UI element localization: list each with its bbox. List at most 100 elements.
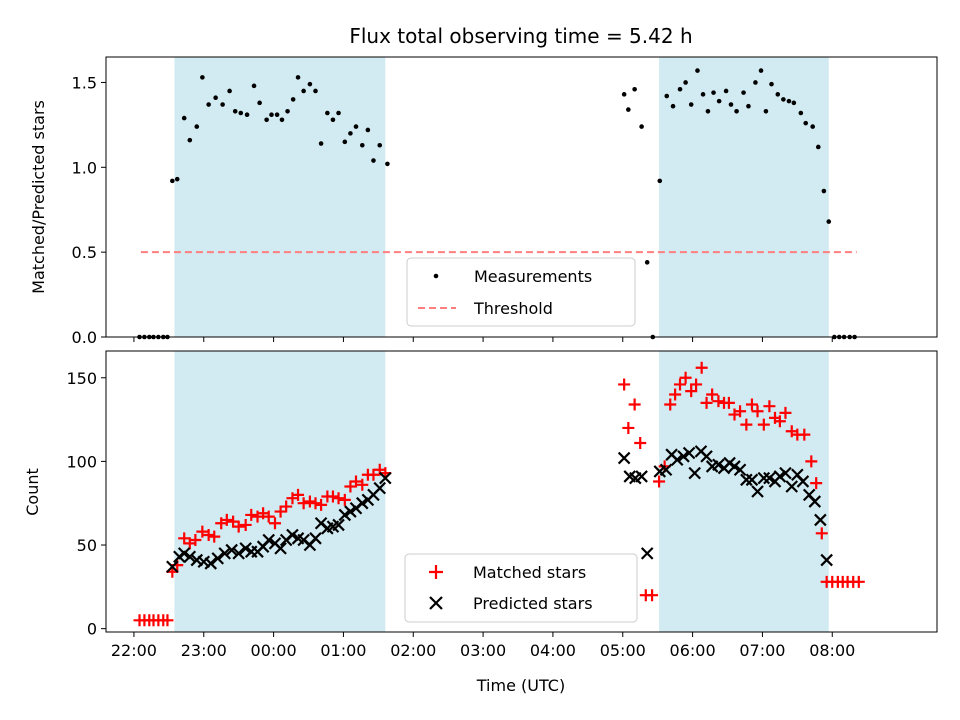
predicted-star-point	[373, 481, 387, 495]
matched-star-point	[297, 497, 310, 510]
predicted-star-point	[239, 542, 252, 555]
matched-star-point	[685, 385, 698, 398]
legend-matched-marker	[429, 565, 443, 579]
x-tick-label: 05:00	[600, 641, 646, 660]
matched-star-point	[773, 415, 786, 428]
top-shaded-region	[659, 57, 829, 337]
measurement-point	[313, 88, 318, 94]
matched-star-point	[208, 530, 221, 543]
x-tick-label: 07:00	[739, 641, 785, 660]
predicted-star-point	[204, 557, 218, 570]
predicted-star-point	[262, 533, 275, 547]
measurement-point	[232, 109, 238, 114]
measurement-point	[758, 68, 764, 73]
predicted-star-point	[740, 473, 753, 487]
measurement-point	[307, 81, 313, 87]
top-y-tick-label: 0.0	[72, 328, 97, 347]
matched-star-point	[722, 396, 735, 409]
measurement-point	[670, 103, 676, 109]
predicted-star-point	[757, 471, 771, 485]
bottom-y-tick-label: 150	[66, 369, 97, 388]
matched-star-point	[303, 495, 316, 508]
x-axis-label: Time (UTC)	[476, 676, 565, 695]
bottom-predicted-points	[166, 445, 833, 574]
measurement-point	[371, 158, 376, 163]
measurement-point	[244, 112, 250, 117]
measurement-point	[711, 90, 716, 95]
predicted-star-point	[332, 518, 345, 532]
measurement-point	[330, 117, 336, 123]
matched-star-point	[332, 492, 345, 505]
measurement-point	[781, 97, 786, 102]
matched-star-point	[695, 361, 708, 374]
measurement-point	[301, 88, 306, 94]
matched-star-point	[646, 589, 659, 602]
top-legend-box	[406, 257, 636, 327]
bottom-y-tick-label: 50	[77, 536, 97, 555]
matched-star-point	[712, 395, 725, 408]
matched-star-point	[664, 398, 677, 411]
predicted-star-point	[166, 560, 179, 574]
predicted-star-point	[688, 466, 701, 480]
measurement-point	[285, 109, 290, 114]
measurement-point	[213, 95, 218, 101]
measurement-point	[695, 68, 700, 73]
bottom-y-ticks: 0 50 100 150	[66, 369, 106, 639]
predicted-star-point	[379, 471, 392, 485]
measurement-point	[798, 110, 804, 116]
measurement-point	[815, 144, 821, 150]
matched-star-point	[706, 388, 719, 401]
predicted-star-point	[218, 547, 231, 560]
matched-star-point	[798, 428, 811, 441]
predicted-star-point	[785, 480, 799, 493]
measurement-point	[279, 117, 285, 123]
predicted-star-point	[640, 547, 654, 560]
measurement-point	[821, 188, 827, 194]
measurement-point	[632, 86, 637, 92]
measurement-point	[786, 98, 792, 104]
matched-star-point	[618, 378, 631, 391]
predicted-star-point	[183, 550, 197, 564]
top-y-axis-label: Matched/Predicted stars	[29, 100, 48, 294]
matched-star-point	[315, 498, 328, 511]
predicted-star-point	[779, 466, 792, 480]
predicted-star-point	[808, 495, 822, 508]
measurement-point	[318, 141, 324, 146]
matched-star-point	[202, 528, 215, 541]
predicted-star-point	[274, 542, 287, 555]
predicted-star-point	[635, 470, 648, 483]
measurement-point	[170, 178, 175, 184]
x-tick-label: 01:00	[320, 641, 366, 660]
measurement-point	[775, 92, 781, 97]
measurement-point	[791, 100, 797, 106]
measurement-point	[826, 219, 832, 224]
matched-star-point	[751, 405, 764, 418]
bottom-y-tick-label: 100	[66, 452, 97, 471]
predicted-star-point	[338, 508, 352, 522]
measurement-point	[644, 260, 650, 265]
bottom-shaded-region	[659, 351, 829, 632]
matched-star-point	[734, 405, 747, 418]
measurement-point	[353, 124, 359, 129]
measurement-point	[365, 127, 371, 133]
legend-measurements-label: Measurements	[474, 267, 592, 286]
legend-predicted-label: Predicted stars	[473, 594, 593, 613]
bottom-panel: 0 50 100 150 22:00 23:00 00:00 01:00 02:00 03:00…	[23, 350, 938, 695]
measurement-point	[187, 137, 193, 143]
matched-star-point	[262, 510, 275, 523]
matched-star-point	[196, 525, 209, 538]
matched-star-point	[239, 518, 252, 531]
matched-star-point	[810, 477, 823, 490]
measurement-point	[181, 115, 187, 121]
top-y-tick-label: 1.0	[72, 158, 97, 177]
predicted-star-point	[677, 450, 690, 463]
bottom-shaded-regions	[174, 351, 829, 632]
matched-star-point	[669, 388, 682, 401]
predicted-star-point	[728, 460, 741, 473]
predicted-star-point	[751, 485, 764, 498]
matched-star-point	[653, 475, 666, 488]
predicted-star-point	[733, 463, 747, 477]
bottom-legend: Matched stars Predicted stars	[404, 553, 638, 623]
matched-star-point	[805, 455, 818, 468]
